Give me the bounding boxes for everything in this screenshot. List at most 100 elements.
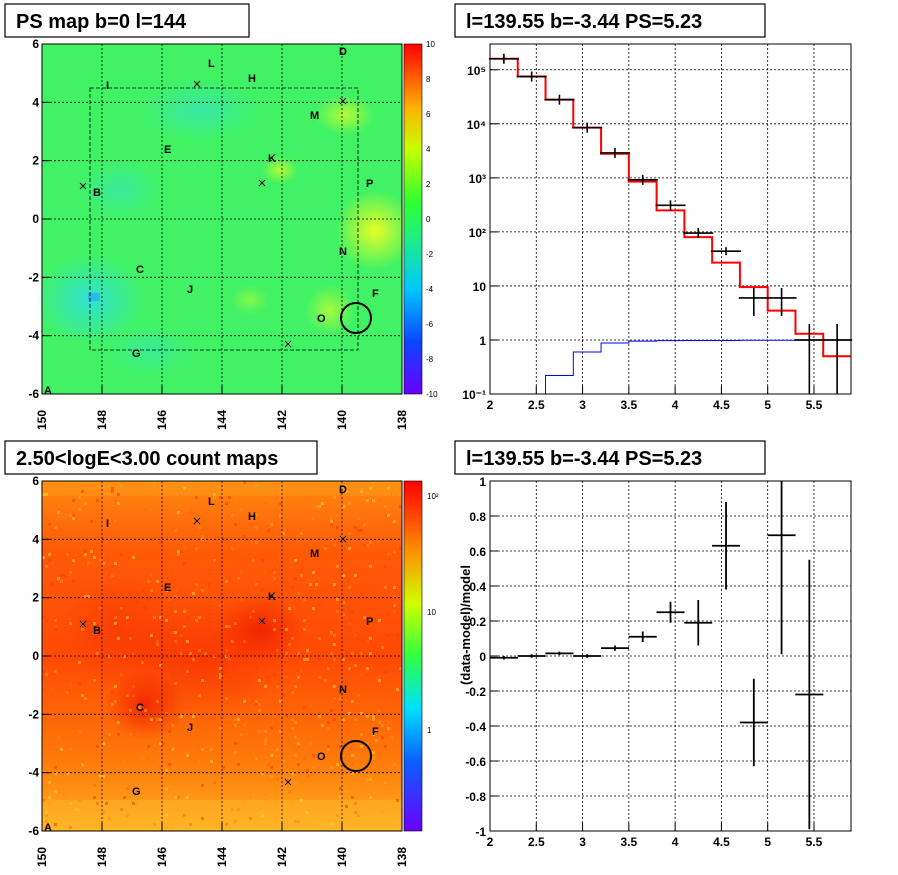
count-map-pixel bbox=[114, 520, 117, 523]
count-map-pixel bbox=[72, 499, 75, 502]
count-map-pixel bbox=[225, 502, 228, 505]
count-map-pixel bbox=[366, 778, 369, 781]
count-map-y-tick-label: 0 bbox=[32, 649, 39, 663]
count-map-pixel bbox=[303, 757, 306, 760]
count-map-pixel bbox=[45, 820, 48, 823]
count-map-pixel bbox=[153, 616, 156, 619]
count-map-pixel bbox=[366, 667, 369, 670]
spectrum-data-point bbox=[683, 228, 714, 239]
spectrum-x-tick-label: 2 bbox=[487, 398, 494, 412]
count-map-pixel bbox=[264, 571, 267, 574]
count-map-pixel bbox=[81, 544, 84, 547]
count-map-pixel bbox=[180, 634, 183, 637]
count-map-pixel bbox=[60, 748, 63, 751]
count-map-pixel bbox=[327, 745, 330, 748]
ps-colorbar-tick-label: 10 bbox=[426, 40, 435, 49]
marker-j: J bbox=[187, 284, 193, 296]
marker-m: M bbox=[310, 110, 319, 122]
count-map-pixel bbox=[333, 496, 336, 499]
count-map-pixel bbox=[69, 514, 72, 517]
count-map-pixel bbox=[333, 763, 336, 766]
count-map-pixel bbox=[192, 715, 195, 718]
count-map-pixel bbox=[90, 550, 93, 553]
count-map-pixel bbox=[267, 754, 270, 757]
ps-map-y-tick-label: -2 bbox=[28, 270, 39, 284]
count-map-pixel bbox=[207, 481, 210, 484]
count-map-pixel bbox=[282, 532, 285, 535]
count-map-pixel bbox=[87, 595, 90, 598]
spectrum-y-ticks: 10⁵ 10⁴ 10³ 10² 10 1 10⁻¹ bbox=[462, 64, 498, 402]
count-map-pixel bbox=[282, 694, 285, 697]
count-map-y-ticks: 6 4 2 0 -2 -4 -6 bbox=[28, 474, 50, 838]
count-map-pixel bbox=[132, 652, 135, 655]
count-map-pixel bbox=[243, 535, 246, 538]
count-map-pixel bbox=[306, 769, 309, 772]
count-map-pixel bbox=[57, 748, 60, 751]
count-map-pixel bbox=[174, 595, 177, 598]
residual-data-point bbox=[545, 651, 574, 656]
count-map-pixel bbox=[366, 715, 369, 718]
count-map-pixel bbox=[390, 736, 393, 739]
count-map-pixel bbox=[165, 814, 168, 817]
count-map-pixel bbox=[276, 649, 279, 652]
count-map-pixel bbox=[351, 763, 354, 766]
spectrum-data-point bbox=[738, 287, 769, 316]
count-map-pixel bbox=[225, 625, 228, 628]
ps-colorbar-tick-label: -4 bbox=[426, 285, 434, 294]
count-map-pixel bbox=[348, 667, 351, 670]
count-map-pixel bbox=[240, 598, 243, 601]
count-map-pixel bbox=[357, 529, 360, 532]
count-map-pixel bbox=[309, 703, 312, 706]
count-map-pixel bbox=[60, 580, 63, 583]
count-map-pixel bbox=[201, 748, 204, 751]
count-map-pixel bbox=[306, 658, 309, 661]
count-map-pixel bbox=[153, 481, 156, 484]
count-map-pixel bbox=[354, 526, 357, 529]
count-map-pixel bbox=[258, 709, 261, 712]
count-map-pixel bbox=[234, 718, 237, 721]
count-map-pixel bbox=[81, 490, 84, 493]
count-map-pixel bbox=[348, 586, 351, 589]
count-map-pixel bbox=[144, 508, 147, 511]
count-map-pixel bbox=[279, 730, 282, 733]
count-map-pixel bbox=[264, 685, 267, 688]
ps-map-x-tick-label: 142 bbox=[275, 410, 289, 430]
count-map-pixel bbox=[378, 709, 381, 712]
count-map-pixel bbox=[108, 817, 111, 820]
count-map-pixel bbox=[381, 724, 384, 727]
count-map-pixel bbox=[180, 652, 183, 655]
residual-y-tick-label: 0.6 bbox=[469, 545, 486, 559]
count-map-pixel bbox=[285, 655, 288, 658]
count-map-pixel bbox=[333, 658, 336, 661]
count-map-pixel bbox=[219, 667, 222, 670]
cm-marker-o: O bbox=[317, 751, 326, 763]
count-map-pixel bbox=[129, 778, 132, 781]
residual-data-point bbox=[656, 601, 685, 623]
count-map-pixel bbox=[120, 553, 123, 556]
count-map-pixel bbox=[174, 679, 177, 682]
count-map-pixel bbox=[393, 604, 396, 607]
count-map-pixel bbox=[135, 682, 138, 685]
count-map-pixel bbox=[348, 622, 351, 625]
count-map-pixel bbox=[45, 619, 48, 622]
count-map-pixel bbox=[93, 784, 96, 787]
count-map-pixel bbox=[165, 622, 168, 625]
count-map-pixel bbox=[267, 763, 270, 766]
count-map-pixel bbox=[324, 547, 327, 550]
count-map-pixel bbox=[174, 796, 177, 799]
count-map-pixel bbox=[120, 673, 123, 676]
count-map-pixel bbox=[333, 544, 336, 547]
count-map-pixel bbox=[237, 763, 240, 766]
residual-x-ticks: 2 2.5 3 3.5 4 4.5 5 5.5 bbox=[487, 823, 823, 849]
count-map-pixel bbox=[168, 598, 171, 601]
ps-map-x-tick-label: 144 bbox=[215, 410, 229, 430]
count-map-pixel bbox=[231, 640, 234, 643]
count-map-pixel bbox=[48, 553, 51, 556]
count-map-pixel bbox=[363, 541, 366, 544]
count-map-x-tick-label: 140 bbox=[335, 847, 349, 867]
count-map-pixel bbox=[216, 481, 219, 484]
count-map-pixel bbox=[336, 814, 339, 817]
count-map-pixel bbox=[276, 565, 279, 568]
cm-marker-k: K bbox=[268, 591, 276, 603]
